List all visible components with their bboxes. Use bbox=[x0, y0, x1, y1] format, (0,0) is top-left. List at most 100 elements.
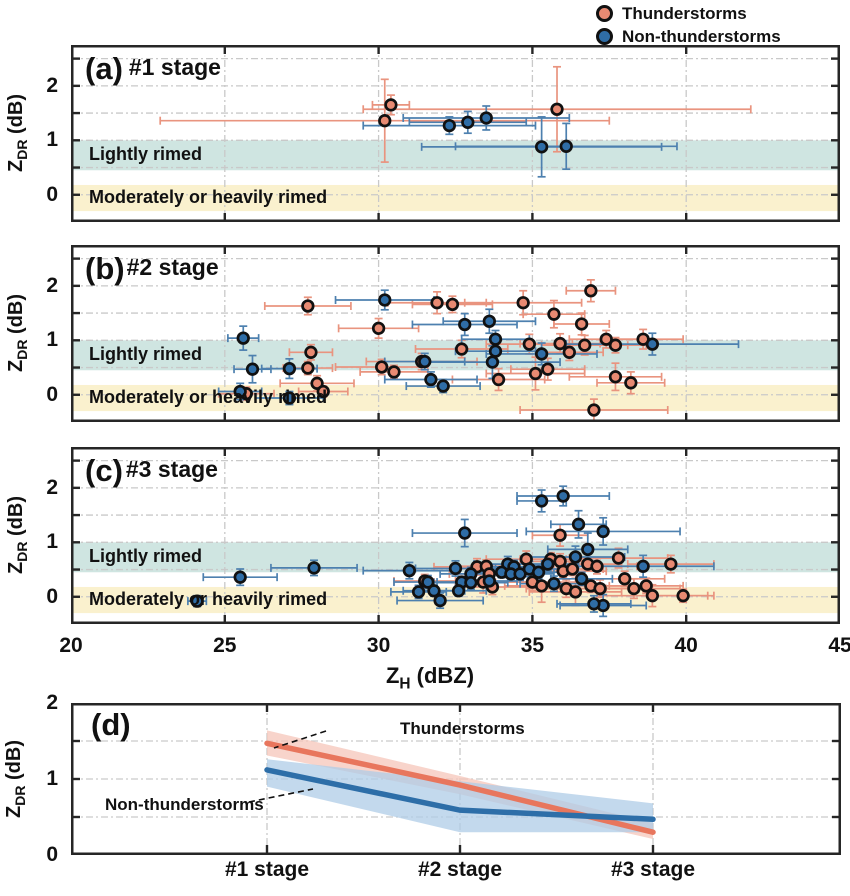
panel-c-title: (c) #3 stage bbox=[85, 453, 218, 489]
lightly-rimed-label: Lightly rimed bbox=[89, 546, 203, 566]
figure-legend: Thunderstorms Non-thunderstorms bbox=[596, 2, 781, 48]
stage-3-label: #3 stage bbox=[610, 858, 696, 881]
rimed-band bbox=[71, 184, 840, 212]
thunderstorm-point bbox=[301, 361, 315, 375]
non-thunderstorm-point bbox=[547, 577, 561, 591]
panel-d-title: (d) bbox=[91, 707, 131, 743]
non-thunderstorm-point bbox=[479, 111, 493, 125]
non-thunderstorm-point bbox=[636, 559, 650, 573]
non-thunderstorm-point bbox=[233, 384, 247, 399]
panel-c: (c) #3 stage Lightly rimed Moderately or … bbox=[71, 447, 840, 624]
non-thunderstorm-point bbox=[587, 597, 601, 611]
thunderstorm-point bbox=[584, 284, 598, 298]
thunderstorm-point bbox=[639, 579, 653, 593]
thunderstorm-point bbox=[645, 589, 660, 603]
thunderstorm-point bbox=[553, 528, 567, 542]
plot-border bbox=[71, 245, 840, 422]
x-axis-label: ZH (dBZ) bbox=[385, 663, 475, 693]
panel-a-plot bbox=[71, 45, 840, 222]
thunderstorm-point bbox=[587, 403, 601, 417]
thunderstorm-point bbox=[664, 557, 678, 571]
y-tick-label: 2 bbox=[46, 691, 58, 714]
non-thunderstorm-point bbox=[451, 584, 466, 598]
panel-a: (a) #1 stage Lightly rimed Moderately or … bbox=[71, 45, 840, 222]
non-thunderstorm-point bbox=[488, 332, 503, 346]
y-tick-label: 1 bbox=[46, 128, 58, 152]
stage-1-label: #1 stage bbox=[224, 858, 310, 881]
non-thunderstorm-point bbox=[541, 557, 555, 571]
annotation-thunderstorms: Thunderstorms bbox=[400, 719, 525, 738]
non-thunderstorms-leader-line bbox=[248, 788, 314, 803]
x-tick-label: 25 bbox=[213, 634, 237, 657]
moderately-rimed-label: Moderately or heavily rimed bbox=[89, 589, 328, 609]
y-tick-label: 1 bbox=[46, 328, 58, 352]
non-thunderstorm-point bbox=[424, 372, 438, 387]
non-thunderstorm-marker-icon bbox=[596, 28, 613, 45]
panel-b-title: (b)#2 stage bbox=[85, 251, 219, 287]
non-thunderstorm-point bbox=[433, 593, 447, 608]
non-thunderstorm-point bbox=[581, 542, 595, 557]
legend-label-thunderstorms: Thunderstorms bbox=[622, 3, 747, 23]
thunderstorm-point bbox=[516, 296, 530, 310]
non-thunderstorm-point bbox=[482, 574, 496, 588]
thunderstorm-point bbox=[491, 372, 506, 387]
y-tick-label: 0 bbox=[46, 584, 58, 608]
non-thunderstorm-points bbox=[233, 293, 660, 405]
legend-label-non-thunderstorms: Non-thunderstorms bbox=[622, 26, 781, 46]
thunderstorm-point bbox=[574, 317, 589, 331]
thunderstorm-point bbox=[522, 337, 536, 351]
panel-c-stage: #3 stage bbox=[125, 456, 218, 482]
thunderstorm-point bbox=[541, 362, 555, 376]
panel-b-stage: #2 stage bbox=[126, 254, 219, 280]
moderately-rimed-label: Moderately or heavily rimed bbox=[89, 387, 328, 407]
non-thunderstorm-point bbox=[556, 489, 570, 503]
non-thunderstorm-point bbox=[568, 550, 583, 564]
non-thunderstorm-point bbox=[442, 118, 456, 133]
x-tick-label: 40 bbox=[674, 634, 698, 657]
panel-c-letter: (c) bbox=[85, 453, 123, 488]
x-tick-label: 45 bbox=[828, 634, 850, 657]
rimed-band bbox=[71, 384, 840, 412]
thunderstorm-point bbox=[534, 579, 549, 593]
non-thunderstorm-point bbox=[596, 524, 610, 539]
non-thunderstorm-point bbox=[559, 139, 573, 153]
panel-d-letter: (d) bbox=[91, 707, 131, 742]
non-thunderstorms-line bbox=[264, 767, 656, 823]
non-thunderstorm-point bbox=[282, 361, 297, 376]
plot-border bbox=[71, 703, 841, 855]
y-tick-label: 2 bbox=[46, 273, 58, 297]
non-thunderstorm-point bbox=[485, 355, 500, 369]
non-thunderstorm-point bbox=[307, 561, 321, 575]
non-thunderstorm-point bbox=[411, 585, 426, 599]
thunderstorm-points bbox=[239, 284, 650, 417]
non-thunderstorm-point bbox=[534, 494, 549, 508]
panel-b-plot bbox=[71, 245, 840, 422]
x-tick-label: 35 bbox=[520, 634, 545, 657]
thunderstorms-leader-line bbox=[273, 730, 327, 749]
rimed-band bbox=[71, 340, 840, 371]
non-thunderstorm-point bbox=[190, 594, 204, 608]
panel-d: (d) Thunderstorms Non-thunderstorms bbox=[71, 702, 841, 856]
non-thunderstorm-point bbox=[245, 362, 260, 376]
legend-item-non-thunderstorms: Non-thunderstorms bbox=[596, 25, 781, 48]
legend-item-thunderstorms: Thunderstorms bbox=[596, 2, 781, 25]
non-thunderstorms-band bbox=[267, 759, 653, 833]
non-thunderstorm-point bbox=[448, 561, 463, 576]
thunderstorm-point bbox=[430, 296, 444, 310]
thunderstorm-point bbox=[378, 114, 392, 128]
thunderstorm-point bbox=[590, 559, 604, 573]
panel-a-letter: (a) bbox=[85, 51, 123, 86]
non-thunderstorm-point bbox=[488, 344, 503, 358]
non-thunderstorm-point bbox=[458, 526, 472, 540]
non-thunderstorm-point bbox=[236, 331, 250, 345]
thunderstorm-point bbox=[608, 338, 623, 352]
thunderstorm-point bbox=[445, 297, 460, 312]
y-tick-label: 0 bbox=[46, 382, 58, 406]
lightly-rimed-label: Lightly rimed bbox=[89, 144, 203, 164]
thunderstorm-point bbox=[599, 332, 613, 346]
panel-a-stage: #1 stage bbox=[128, 54, 221, 80]
non-thunderstorm-point bbox=[464, 575, 478, 590]
thunderstorm-point bbox=[455, 342, 469, 356]
non-thunderstorm-point bbox=[418, 354, 432, 369]
